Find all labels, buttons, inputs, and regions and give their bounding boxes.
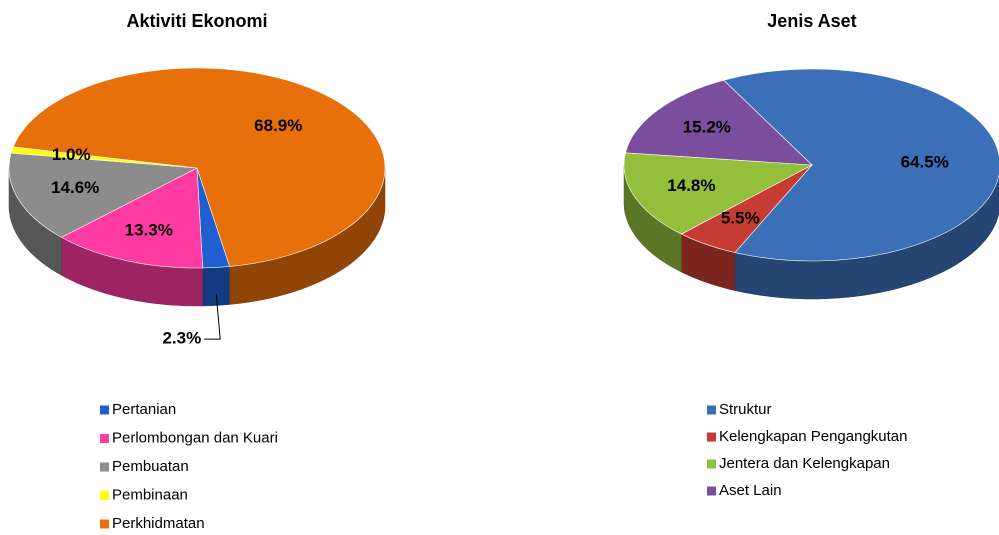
legend-swatch: [100, 434, 109, 443]
legend-label: Aset Lain: [719, 482, 782, 499]
legend-swatch: [100, 462, 109, 472]
chart-title: Jenis Aset: [767, 11, 856, 31]
legend-label: Pembinaan: [112, 486, 188, 503]
chart-title: Aktiviti Ekonomi: [126, 11, 267, 31]
slice-top: [12, 67, 386, 267]
slice-top: [8, 152, 199, 238]
legend-label: Pertanian: [112, 401, 176, 418]
leader-line: [204, 294, 221, 340]
legend-swatch: [707, 405, 716, 415]
slice: [12, 67, 386, 305]
legend-swatch: [100, 405, 109, 415]
value-label: 2.3%: [162, 329, 201, 348]
legend-swatch: [100, 491, 109, 500]
slice: [60, 167, 203, 307]
legend-label: Pembuatan: [112, 458, 189, 475]
legend-swatch: [707, 432, 716, 442]
value-label: 14.8%: [667, 176, 715, 195]
slice: [625, 79, 813, 166]
slice-top: [623, 152, 814, 235]
legend-label: Jentera dan Kelengkapan: [719, 455, 890, 472]
slice: [623, 152, 814, 273]
legend-swatch: [707, 486, 716, 496]
value-label: 1.0%: [52, 145, 91, 164]
legend-label: Perkhidmatan: [112, 515, 205, 532]
legend-label: Perlombongan dan Kuari: [112, 429, 278, 446]
value-label: 14.6%: [51, 178, 99, 197]
value-label: 68.9%: [254, 116, 302, 135]
legend-label: Kelengkapan Pengangkutan: [719, 428, 908, 445]
legend-swatch: [707, 459, 716, 469]
slice-top: [723, 68, 999, 262]
legend-label: Struktur: [719, 401, 772, 418]
value-label: 64.5%: [901, 153, 949, 172]
value-label: 13.3%: [125, 220, 173, 239]
value-label: 15.2%: [683, 117, 731, 136]
slice-top: [625, 79, 813, 166]
slice: [8, 152, 199, 276]
slice-top: [60, 167, 203, 269]
value-label: 5.5%: [721, 209, 760, 228]
slice: [723, 68, 999, 300]
slice-side: [202, 266, 230, 307]
legend-swatch: [100, 519, 109, 529]
